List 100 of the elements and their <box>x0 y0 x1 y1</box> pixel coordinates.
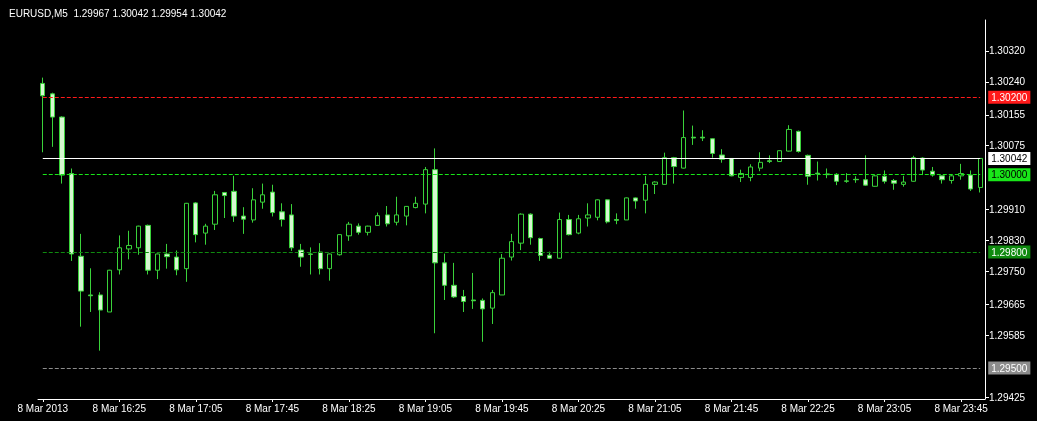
ref-line-label: 1.29500 <box>991 362 1028 374</box>
candlestick <box>939 174 945 185</box>
candlestick <box>337 233 342 257</box>
candlestick <box>365 225 371 236</box>
candlestick <box>432 147 438 334</box>
candlestick <box>136 225 141 256</box>
candlestick <box>958 163 964 181</box>
x-tick-label: 8 Mar 2013 <box>17 402 69 414</box>
candlestick <box>471 272 476 310</box>
candlestick <box>88 267 93 313</box>
candlestick <box>461 289 466 313</box>
candlestick <box>289 203 294 252</box>
x-tick-label: 8 Mar 19:05 <box>398 402 453 414</box>
candlestick <box>882 169 887 185</box>
candlestick <box>605 198 610 224</box>
candlestick <box>222 191 227 219</box>
candlestick <box>614 212 619 225</box>
x-tick-label: 8 Mar 17:05 <box>169 402 223 414</box>
x-tick-label: 8 Mar 21:05 <box>628 402 683 414</box>
candlestick <box>566 214 572 236</box>
candlestick <box>174 249 179 276</box>
candlestick <box>203 223 208 246</box>
x-tick-label: 8 Mar 18:25 <box>322 402 376 414</box>
candlestick <box>949 174 954 185</box>
candlestick <box>863 154 868 187</box>
candlestick <box>164 243 170 270</box>
candlestick <box>786 124 792 152</box>
candlestick <box>155 253 160 280</box>
x-tick-label: 8 Mar 23:45 <box>934 402 989 414</box>
candlestick <box>968 169 973 192</box>
candlestick <box>872 174 878 188</box>
candlestick <box>193 201 198 243</box>
y-tick-label: 1.30240 <box>989 76 1026 88</box>
candlestick <box>327 253 332 282</box>
candlestick <box>729 157 734 177</box>
candlestick <box>652 180 658 195</box>
candlestick <box>117 234 122 275</box>
candlestick <box>758 151 763 172</box>
candlestick <box>318 242 323 275</box>
candlestick <box>279 202 285 228</box>
candlestick <box>404 205 409 226</box>
candlestick <box>777 149 782 163</box>
candlestick <box>911 155 916 183</box>
candlestick <box>891 178 897 191</box>
candlestick <box>490 289 495 325</box>
candlestick <box>633 197 638 210</box>
candlestick <box>710 137 715 159</box>
candlestick <box>126 230 132 260</box>
y-tick-label: 1.30075 <box>989 140 1026 152</box>
candlestick <box>815 161 820 181</box>
candlestick <box>145 224 151 275</box>
chart-title: EURUSD,M5 1.29967 1.30042 1.29954 1.30042 <box>9 7 227 19</box>
y-tick-label: 1.29425 <box>989 391 1026 403</box>
candlestick <box>681 110 686 170</box>
y-tick-label: 1.30155 <box>989 109 1026 121</box>
candlestick <box>853 175 859 184</box>
candlestick <box>585 202 591 228</box>
x-tick-label: 8 Mar 22:25 <box>781 402 836 414</box>
candlestick <box>50 92 55 148</box>
y-tick-label: 1.30320 <box>989 45 1026 57</box>
candlestick <box>356 222 361 236</box>
candlestick <box>423 166 428 214</box>
candlestick <box>231 175 237 223</box>
x-tick-label: 8 Mar 23:05 <box>857 402 912 414</box>
candlestick <box>595 198 600 221</box>
candlestick <box>270 184 275 217</box>
candlestick <box>499 253 505 296</box>
y-tick-label: 1.29750 <box>989 265 1026 277</box>
candlestick <box>442 253 447 301</box>
candlestick <box>480 297 485 343</box>
candlestick <box>308 246 313 275</box>
x-tick-label: 8 Mar 21:45 <box>704 402 759 414</box>
candlestick <box>40 77 45 153</box>
candlestick <box>691 125 696 146</box>
candlestick <box>78 233 84 328</box>
candlestick <box>557 212 562 260</box>
x-tick-label: 8 Mar 16:25 <box>92 402 147 414</box>
y-tick-label: 1.29910 <box>989 204 1026 215</box>
candlestick <box>394 196 399 226</box>
candlestick <box>805 154 811 186</box>
y-tick-label: 1.29665 <box>989 298 1026 310</box>
x-tick-label: 8 Mar 17:45 <box>245 402 300 414</box>
candlestick <box>662 152 667 186</box>
candlestick <box>767 154 772 164</box>
candlestick <box>920 156 925 176</box>
candlestick <box>700 129 705 142</box>
candlestick <box>385 205 390 228</box>
candlestick <box>107 269 112 313</box>
candlestick <box>901 175 906 188</box>
y-tick-label: 1.29585 <box>989 329 1026 341</box>
candlestick <box>624 197 629 221</box>
candlestick <box>576 214 581 235</box>
candlestick <box>241 206 246 235</box>
ref-line-label: 1.30200 <box>991 91 1028 103</box>
candlestick <box>538 237 543 262</box>
ref-line-label: 1.30042 <box>991 152 1028 164</box>
candlestick <box>59 115 65 185</box>
candlestick <box>671 156 677 185</box>
candlestick <box>184 202 189 283</box>
candlestick <box>509 233 514 262</box>
